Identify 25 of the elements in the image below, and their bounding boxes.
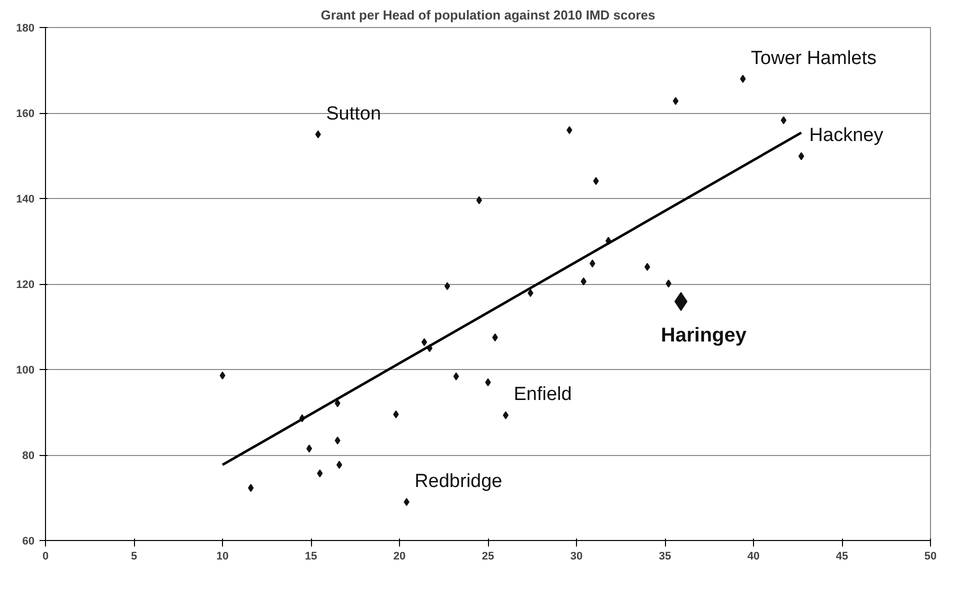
y-tick-label: 180: [16, 22, 35, 34]
x-tick-label: 15: [304, 550, 318, 562]
annotation: Sutton: [326, 103, 382, 124]
y-tick-label: 80: [22, 450, 35, 462]
annotation: Hackney: [809, 125, 884, 146]
x-tick-label: 35: [658, 550, 672, 562]
annotation: Tower Hamlets: [750, 48, 877, 69]
x-tick-label: 25: [482, 550, 494, 562]
annotation: Enfield: [514, 384, 572, 406]
y-tick-label: 160: [16, 108, 35, 120]
y-tick-label: 60: [22, 536, 35, 548]
y-tick-label: 100: [16, 364, 35, 376]
x-tick-label: 0: [42, 550, 49, 562]
series-label: Haringey: [660, 324, 748, 347]
x-tick-label: 50: [924, 550, 937, 562]
chart-title: Grant per Head of population against 2010 IMD scores: [320, 8, 656, 22]
x-tick-label: 30: [570, 550, 583, 562]
x-tick-label: 10: [216, 550, 229, 562]
annotation: Redbridge: [414, 471, 502, 492]
y-tick-label: 120: [16, 279, 35, 291]
x-tick-label: 40: [747, 550, 760, 562]
x-tick-label: 5: [130, 550, 138, 562]
y-tick-label: 140: [16, 194, 35, 206]
x-tick-label: 45: [836, 550, 848, 562]
x-tick-label: 20: [393, 550, 406, 562]
